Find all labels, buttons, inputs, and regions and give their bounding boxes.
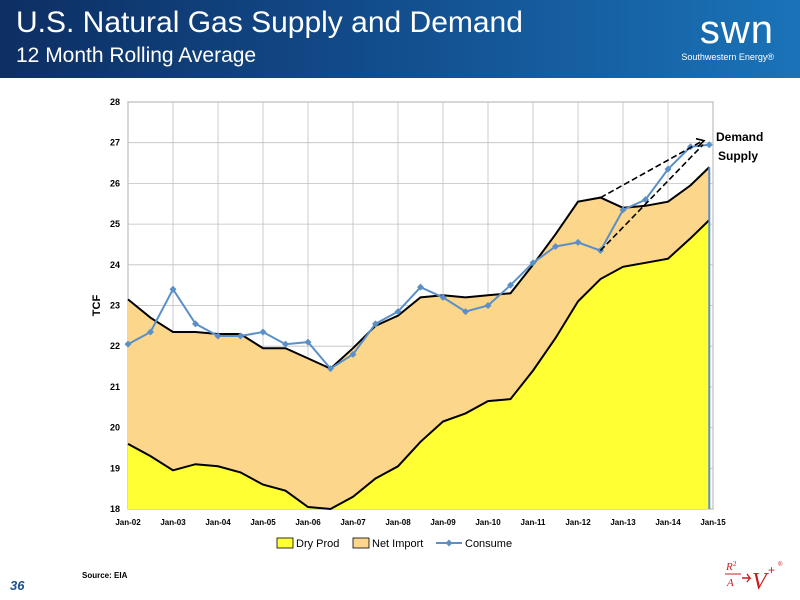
x-tick-label: Jan-03 (160, 518, 186, 527)
demand-trend-arrow (599, 144, 704, 252)
svg-text:A: A (726, 577, 734, 589)
supply-trend-arrow (600, 139, 704, 199)
demand-label: Demand (716, 130, 763, 144)
x-tick-label: Jan-07 (340, 518, 366, 527)
svg-text:V: V (752, 569, 769, 595)
consume-point (394, 308, 402, 316)
consume-point (462, 308, 469, 316)
consume-point (439, 293, 447, 301)
consume-point (124, 340, 132, 348)
y-tick-label: 22 (110, 341, 120, 351)
logo-subtext: Southwestern Energy® (681, 52, 774, 62)
y-tick-label: 28 (110, 97, 120, 107)
y-tick-label: 27 (110, 138, 120, 148)
consume-point (664, 165, 672, 173)
svg-text:2: 2 (733, 560, 737, 568)
consume-point (327, 365, 334, 373)
y-tick-label: 21 (110, 382, 120, 392)
supply-line (127, 166, 710, 370)
consume-point (304, 338, 312, 346)
supply-demand-chart: 18 19 20 21 22 23 24 25 26 27 28 Jan-02 Jan-03 Jan-04… (91, 97, 763, 550)
consume-point (282, 340, 289, 348)
x-tick-label: Jan-06 (295, 518, 321, 527)
dry-prod-line (127, 219, 710, 511)
consume-point (529, 259, 537, 267)
y-tick-label: 23 (110, 301, 120, 311)
svg-text:R: R (725, 561, 733, 573)
consume-point (259, 328, 267, 336)
consume-point (237, 332, 244, 340)
x-tick-label: Jan-15 (700, 518, 726, 527)
x-tick-label: Jan-09 (430, 518, 456, 527)
x-tick-label: Jan-14 (655, 518, 681, 527)
consume-point (484, 302, 492, 309)
consume-point (507, 281, 514, 289)
y-tick-label: 19 (110, 463, 120, 473)
dry-prod-area (128, 220, 710, 509)
brand-mark-icon: R 2 A V + ® (725, 560, 783, 595)
legend-swatch-dry-prod (276, 537, 294, 549)
consume-point (349, 350, 357, 358)
legend-label: Consume (465, 538, 512, 550)
consume-point (574, 238, 582, 246)
consume-point (417, 283, 424, 291)
legend-marker-consume (445, 539, 453, 547)
y-tick-label: 24 (110, 260, 120, 270)
x-tick-label: Jan-05 (250, 518, 276, 527)
y-axis-label: TCF (91, 295, 103, 317)
company-logo: swn Southwestern Energy® (681, 10, 774, 62)
x-tick-label: Jan-13 (610, 518, 636, 527)
consume-point (192, 320, 199, 328)
page-number: 36 (10, 578, 25, 593)
y-tick-label: 25 (110, 219, 120, 229)
consume-point (552, 242, 559, 250)
consume-point (169, 285, 177, 293)
x-tick-label: Jan-08 (385, 518, 411, 527)
svg-text:+: + (768, 563, 775, 577)
logo-text: swn (699, 8, 774, 52)
consume-point (214, 332, 222, 340)
y-tick-label: 20 (110, 423, 120, 433)
legend-label: Net Import (372, 538, 423, 550)
y-tick-label: 26 (110, 178, 120, 188)
page-subtitle: 12 Month Rolling Average (16, 44, 257, 67)
svg-text:®: ® (778, 561, 783, 568)
consume-point (372, 320, 379, 328)
x-tick-label: Jan-12 (565, 518, 591, 527)
arrow-head-icon (695, 137, 706, 148)
page-title: U.S. Natural Gas Supply and Demand (16, 6, 523, 39)
legend-label: Dry Prod (296, 538, 339, 550)
supply-label: Supply (718, 149, 758, 163)
legend-swatch-net-import (352, 537, 370, 549)
x-tick-label: Jan-11 (521, 518, 546, 527)
consume-point (619, 206, 627, 214)
consume-point (147, 328, 154, 336)
x-tick-label: Jan-02 (115, 518, 141, 527)
source-note: Source: EIA (82, 571, 128, 580)
slide-header: U.S. Natural Gas Supply and Demand 12 Mo… (0, 0, 800, 78)
net-import-area (128, 167, 710, 509)
consume-point (705, 141, 713, 149)
y-tick-label: 18 (110, 504, 120, 514)
x-tick-label: Jan-04 (205, 518, 231, 527)
x-tick-label: Jan-10 (475, 518, 501, 527)
